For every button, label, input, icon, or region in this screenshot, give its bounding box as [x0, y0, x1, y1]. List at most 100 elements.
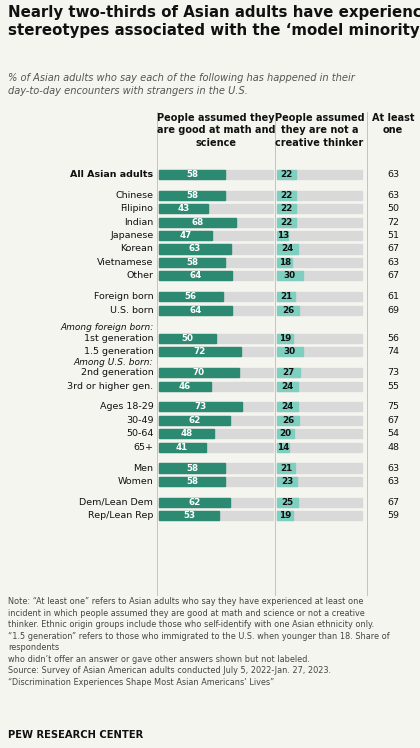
Text: 24: 24 — [281, 381, 294, 390]
Text: 58: 58 — [186, 258, 198, 267]
Bar — [277, 429, 294, 438]
Bar — [159, 258, 225, 267]
Text: 63: 63 — [387, 477, 399, 486]
Bar — [277, 306, 299, 315]
Text: People assumed
they are not a
creative thinker: People assumed they are not a creative t… — [275, 113, 365, 147]
Text: 1.5 generation: 1.5 generation — [84, 347, 153, 356]
Text: 3rd or higher gen.: 3rd or higher gen. — [67, 381, 153, 390]
Bar — [159, 191, 225, 200]
Bar — [159, 477, 225, 486]
Text: 22: 22 — [281, 170, 293, 179]
Text: 70: 70 — [193, 368, 205, 377]
Text: Women: Women — [118, 477, 153, 486]
Bar — [277, 170, 362, 179]
Text: 63: 63 — [387, 191, 399, 200]
Text: 30: 30 — [284, 347, 296, 356]
Bar — [277, 258, 362, 267]
Bar — [159, 381, 273, 390]
Text: 63: 63 — [189, 245, 201, 254]
Bar — [159, 231, 213, 240]
Bar — [159, 402, 273, 411]
Bar — [277, 231, 288, 240]
Text: Rep/Lean Rep: Rep/Lean Rep — [88, 512, 153, 521]
Text: 18: 18 — [279, 258, 291, 267]
Bar — [159, 334, 216, 343]
Text: 51: 51 — [387, 231, 399, 240]
Text: 41: 41 — [176, 443, 188, 452]
Text: At least
one: At least one — [372, 113, 415, 135]
Bar — [277, 204, 296, 213]
Bar — [277, 272, 303, 280]
Text: 58: 58 — [186, 464, 198, 473]
Text: 58: 58 — [186, 170, 198, 179]
Text: All Asian adults: All Asian adults — [70, 170, 153, 179]
Text: Dem/Lean Dem: Dem/Lean Dem — [79, 498, 153, 507]
Bar — [159, 272, 273, 280]
Bar — [159, 464, 225, 473]
Bar — [159, 170, 273, 179]
Bar — [159, 231, 273, 240]
Bar — [277, 477, 362, 486]
Bar — [277, 245, 362, 254]
Text: 1st generation: 1st generation — [84, 334, 153, 343]
Text: 43: 43 — [177, 204, 189, 213]
Bar — [159, 416, 273, 425]
Text: 67: 67 — [387, 245, 399, 254]
Text: 56: 56 — [387, 334, 399, 343]
Bar — [277, 170, 296, 179]
Text: 26: 26 — [282, 306, 294, 315]
Bar — [277, 218, 362, 227]
Text: 47: 47 — [179, 231, 192, 240]
Bar — [159, 334, 273, 343]
Text: 13: 13 — [277, 231, 289, 240]
Bar — [159, 511, 219, 521]
Text: Korean: Korean — [121, 245, 153, 254]
Bar — [277, 381, 297, 390]
Text: 23: 23 — [281, 477, 293, 486]
Bar — [277, 231, 362, 240]
Bar — [277, 191, 362, 200]
Text: 21: 21 — [280, 464, 292, 473]
Text: Note: “At least one” refers to Asian adults who say they have experienced at lea: Note: “At least one” refers to Asian adu… — [8, 598, 390, 687]
Text: 68: 68 — [192, 218, 204, 227]
Bar — [159, 204, 208, 213]
Text: Indian: Indian — [124, 218, 153, 227]
Bar — [277, 402, 297, 411]
Text: 63: 63 — [387, 170, 399, 179]
Text: 50: 50 — [387, 204, 399, 213]
Text: 27: 27 — [283, 368, 295, 377]
Bar — [159, 497, 273, 507]
Text: 30-49: 30-49 — [126, 416, 153, 425]
Text: 58: 58 — [186, 191, 198, 200]
Bar — [159, 258, 273, 267]
Text: 56: 56 — [185, 292, 197, 301]
Bar — [159, 381, 211, 390]
Text: 69: 69 — [387, 306, 399, 315]
Text: Among U.S. born:: Among U.S. born: — [74, 358, 153, 367]
Bar — [159, 306, 273, 315]
Bar — [159, 368, 273, 377]
Bar — [159, 368, 239, 377]
Bar — [277, 306, 362, 315]
Text: 72: 72 — [387, 218, 399, 227]
Bar — [277, 245, 297, 254]
Text: Ages 18-29: Ages 18-29 — [100, 402, 153, 411]
Bar — [159, 443, 206, 452]
Bar — [277, 416, 299, 425]
Text: Vietnamese: Vietnamese — [97, 258, 153, 267]
Text: 19: 19 — [279, 334, 291, 343]
Bar — [277, 191, 296, 200]
Text: 62: 62 — [188, 498, 200, 507]
Text: 61: 61 — [387, 292, 399, 301]
Text: 67: 67 — [387, 498, 399, 507]
Bar — [277, 292, 295, 301]
Bar — [159, 464, 273, 473]
Text: 24: 24 — [281, 402, 294, 411]
Text: 20: 20 — [280, 429, 292, 438]
Text: 73: 73 — [194, 402, 207, 411]
Text: Chinese: Chinese — [116, 191, 153, 200]
Bar — [159, 429, 214, 438]
Bar — [159, 402, 242, 411]
Bar — [277, 464, 362, 473]
Bar — [159, 292, 273, 301]
